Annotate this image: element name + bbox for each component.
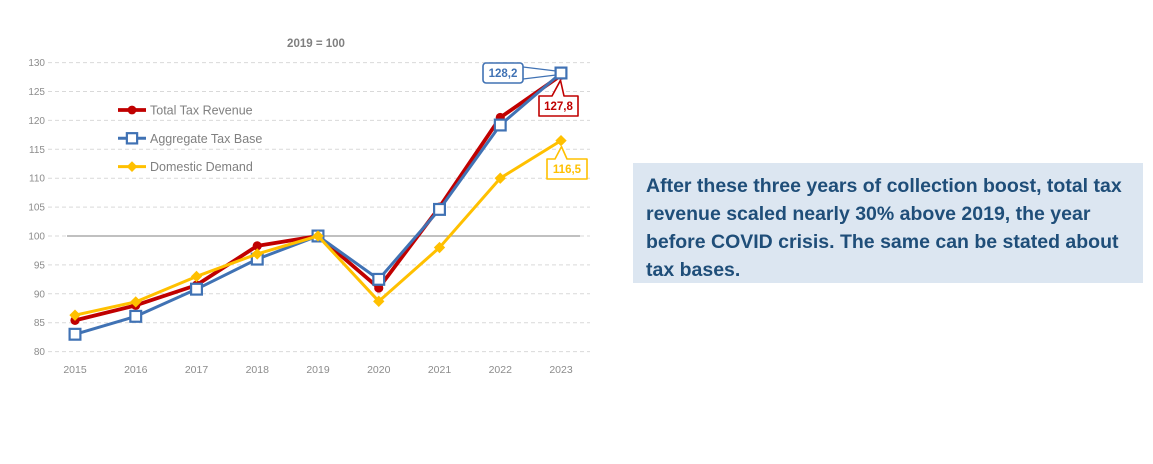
callout-domestic-demand: 116,5 <box>546 145 588 180</box>
legend-label: Aggregate Tax Base <box>150 132 262 146</box>
y-tick-label: 95 <box>34 260 46 271</box>
leader-line <box>522 66 557 72</box>
callout-total-tax-revenue: 127,8 <box>538 79 579 117</box>
open-square-marker <box>125 132 139 145</box>
y-tick-label: 100 <box>28 232 45 243</box>
diamond-marker <box>126 161 138 172</box>
open-square-marker <box>68 327 82 341</box>
series-line <box>74 139 562 317</box>
callout-box <box>546 145 588 180</box>
series-domestic-demand <box>69 134 567 321</box>
x-tick-label: 2019 <box>306 364 330 376</box>
line-chart: 80 85 90 95 100 105 110 115 120 125 130 2019 = 100 2… <box>28 38 590 376</box>
legend-item-domestic-demand: Domestic Demand <box>118 160 253 174</box>
y-tick-label: 115 <box>29 145 45 156</box>
x-tick-label: 2015 <box>63 364 87 376</box>
x-tick-label: 2020 <box>367 364 391 376</box>
circle-marker <box>252 241 262 251</box>
x-tick-label: 2018 <box>246 364 270 376</box>
open-square-marker <box>129 309 143 323</box>
legend-item-aggregate-tax-base: Aggregate Tax Base <box>118 132 262 146</box>
open-square-marker <box>372 272 386 286</box>
open-square-marker <box>190 282 204 296</box>
commentary-text: After these three years of collection bo… <box>646 175 1122 281</box>
legend: Total Tax Revenue Aggregate Tax Base Domes… <box>118 104 262 174</box>
leader-line <box>522 74 557 80</box>
y-tick-label: 80 <box>34 347 46 358</box>
y-tick-label: 120 <box>28 116 45 127</box>
y-tick-label: 110 <box>29 174 45 185</box>
open-square-marker <box>554 66 568 80</box>
callout-aggregate-tax-base: 128,2 <box>482 62 557 84</box>
y-tick-label: 85 <box>34 318 46 329</box>
x-tick-label: 2021 <box>428 364 452 376</box>
y-tick-label: 130 <box>28 58 45 69</box>
legend-item-total-tax-revenue: Total Tax Revenue <box>118 104 253 118</box>
open-square-marker <box>493 118 507 132</box>
callout-box <box>482 62 524 84</box>
open-square-marker <box>433 202 447 216</box>
x-axis-labels: 2015 2016 2017 2018 2019 2020 2021 2022 2023 <box>63 364 573 376</box>
chart-title: 2019 = 100 <box>287 38 345 50</box>
callout-value: 116,5 <box>553 164 582 176</box>
x-tick-label: 2022 <box>489 364 513 376</box>
series-line <box>74 73 563 323</box>
legend-label: Total Tax Revenue <box>150 104 253 118</box>
y-tick-label: 125 <box>28 87 45 98</box>
circle-marker <box>127 105 137 115</box>
data-label-callouts: 128,2 127,8 116,5 <box>482 62 588 180</box>
callout-box <box>538 79 579 117</box>
y-tick-label: 105 <box>28 203 45 214</box>
y-tick-label: 90 <box>34 289 46 300</box>
callout-value: 128,2 <box>489 68 518 80</box>
callout-value: 127,8 <box>544 101 573 113</box>
series-line <box>74 71 562 336</box>
x-tick-label: 2016 <box>124 364 148 376</box>
commentary-box: After these three years of collection bo… <box>633 163 1143 283</box>
x-tick-label: 2023 <box>549 364 573 376</box>
legend-label: Domestic Demand <box>150 160 253 174</box>
gridlines-and-y-axis: 80 85 90 95 100 105 110 115 120 125 130 <box>28 58 590 358</box>
x-tick-label: 2017 <box>185 364 209 376</box>
